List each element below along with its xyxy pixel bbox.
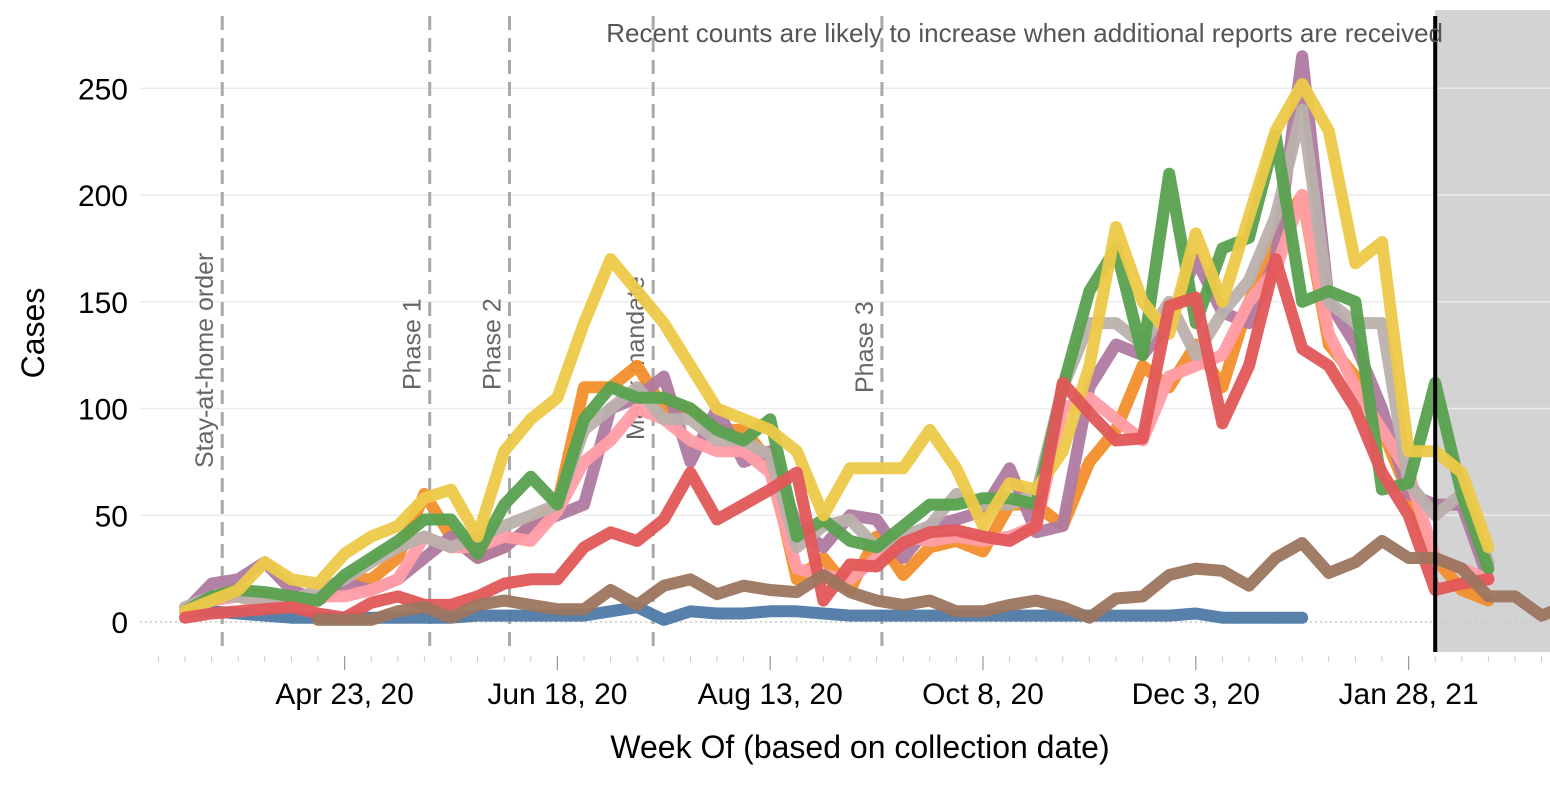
x-tick-label: Aug 13, 20 — [698, 678, 843, 711]
y-tick-label: 200 — [78, 180, 128, 213]
x-tick-label: Oct 8, 20 — [922, 678, 1044, 711]
event-label: Phase 1 — [399, 298, 427, 390]
series-line — [179, 78, 1495, 618]
event-label: Stay-at-home order — [191, 253, 219, 468]
x-axis-title: Week Of (based on collection date) — [610, 729, 1109, 765]
incomplete-data-region — [1435, 10, 1550, 652]
x-tick-label: Jan 28, 21 — [1339, 678, 1479, 711]
series-line — [312, 534, 1550, 626]
y-axis-title: Cases — [15, 288, 51, 379]
y-tick-label: 0 — [111, 607, 128, 640]
event-label: Phase 3 — [851, 301, 879, 393]
annotation-note: Recent counts are likely to increase whe… — [606, 18, 1443, 48]
y-tick-label: 250 — [78, 73, 128, 106]
x-tick-label: Dec 3, 20 — [1132, 678, 1260, 711]
y-tick-label: 150 — [78, 287, 128, 320]
x-tick-label: Jun 18, 20 — [487, 678, 627, 711]
x-tick-label: Apr 23, 20 — [275, 678, 413, 711]
y-tick-label: 50 — [95, 500, 128, 533]
y-tick-label: 100 — [78, 394, 128, 427]
event-label: Phase 2 — [479, 298, 507, 390]
